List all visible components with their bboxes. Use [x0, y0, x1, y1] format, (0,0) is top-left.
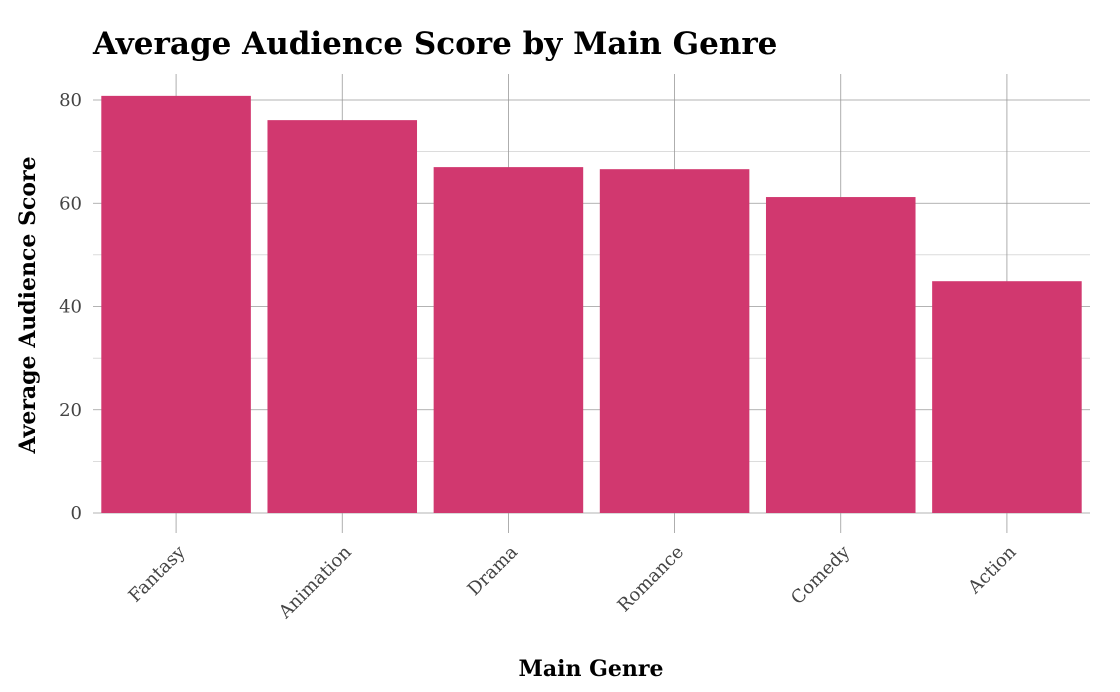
bar-drama — [433, 167, 584, 514]
x-axis-ticks: Fantasy Animation Drama Romance Comedy Action — [125, 513, 1021, 623]
bar-romance — [599, 169, 750, 514]
y-tick-label: 0 — [71, 503, 82, 524]
bar-animation — [267, 120, 418, 513]
chart-title: Average Audience Score by Main Genre — [92, 26, 777, 62]
y-tick-label: 40 — [59, 297, 82, 318]
y-tick-label: 80 — [59, 90, 82, 111]
y-tick-label: 20 — [59, 400, 82, 421]
x-tick-label: Action — [964, 541, 1021, 598]
bar-fantasy — [101, 95, 251, 514]
y-tick-label: 60 — [59, 193, 82, 214]
x-axis-title: Main Genre — [519, 656, 664, 682]
bars — [101, 95, 1082, 514]
bar-action — [932, 281, 1082, 513]
x-tick-label: Drama — [464, 542, 523, 601]
x-tick-label: Fantasy — [125, 541, 191, 607]
bar-comedy — [765, 197, 916, 513]
x-tick-label: Romance — [614, 542, 689, 617]
x-tick-label: Animation — [274, 541, 356, 623]
x-tick-label: Comedy — [787, 541, 855, 609]
y-axis-ticks: 0 20 40 60 80 — [59, 90, 82, 524]
y-axis-title: Average Audience Score — [15, 156, 41, 454]
